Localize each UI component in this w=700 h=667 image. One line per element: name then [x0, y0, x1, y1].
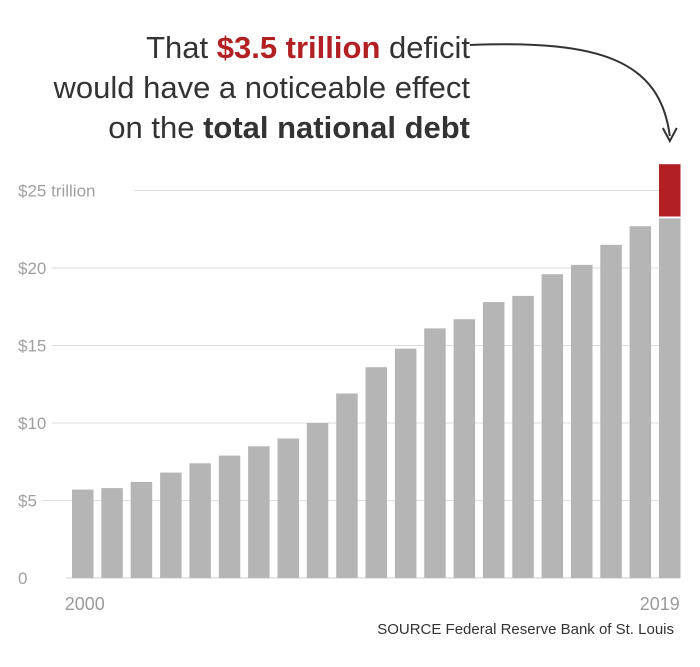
headline-text-that: That: [146, 30, 217, 65]
y-tick-label: $15: [18, 337, 46, 356]
bars: [72, 164, 681, 579]
annotation: [469, 43, 678, 144]
bar-2009: [336, 393, 358, 578]
headline-line-3: on the total national debt: [0, 108, 470, 148]
bar-2001: [101, 488, 123, 578]
headline-highlight: $3.5 trillion: [216, 30, 381, 65]
bar-2000: [72, 489, 94, 578]
headline: That $3.5 trillion deficit would have a …: [0, 28, 470, 148]
bar-2019-deficit: [659, 164, 681, 217]
bar-2003: [160, 472, 182, 578]
arrowhead: [661, 127, 678, 144]
bar-2005: [218, 455, 241, 578]
x-tick-labels: 2000 2019: [65, 594, 680, 614]
bar-2006: [248, 446, 270, 579]
bar-2010: [365, 367, 387, 578]
bar-2011: [394, 348, 417, 578]
y-tick-label: $5: [18, 492, 37, 511]
bar-2018: [600, 244, 622, 579]
bar-2012: [424, 328, 446, 578]
bar-2019-base: [659, 218, 681, 578]
y-tick-label: 0: [18, 569, 27, 588]
y-tick-label: $20: [18, 259, 46, 278]
x-label-end: 2019: [640, 594, 680, 614]
y-tick-label: $25 trillion: [18, 182, 96, 201]
x-label-start: 2000: [65, 594, 105, 614]
y-tick-labels: 0 $5 $10 $15 $20 $25 trillion: [18, 182, 96, 589]
bar-2019: [629, 226, 652, 578]
bar-2004: [189, 463, 211, 578]
bar-2013: [453, 319, 476, 578]
bar-2007: [277, 438, 299, 578]
headline-line-1: That $3.5 trillion deficit: [0, 28, 470, 68]
headline-text-on-the: on the: [108, 110, 204, 145]
bar-2014: [482, 302, 505, 578]
bar-2017: [571, 264, 593, 578]
headline-text-deficit: deficit: [380, 30, 470, 65]
annotation-arrow: [469, 43, 671, 137]
headline-line-2: would have a noticeable effect: [53, 70, 470, 105]
y-tick-label: $10: [18, 414, 46, 433]
source-note: SOURCE Federal Reserve Bank of St. Louis: [377, 621, 674, 638]
bar-2016: [541, 274, 564, 578]
bar-2002: [130, 481, 153, 578]
bar-2015: [512, 295, 534, 578]
headline-bold: total national debt: [203, 110, 470, 145]
bar-2008: [306, 423, 329, 578]
